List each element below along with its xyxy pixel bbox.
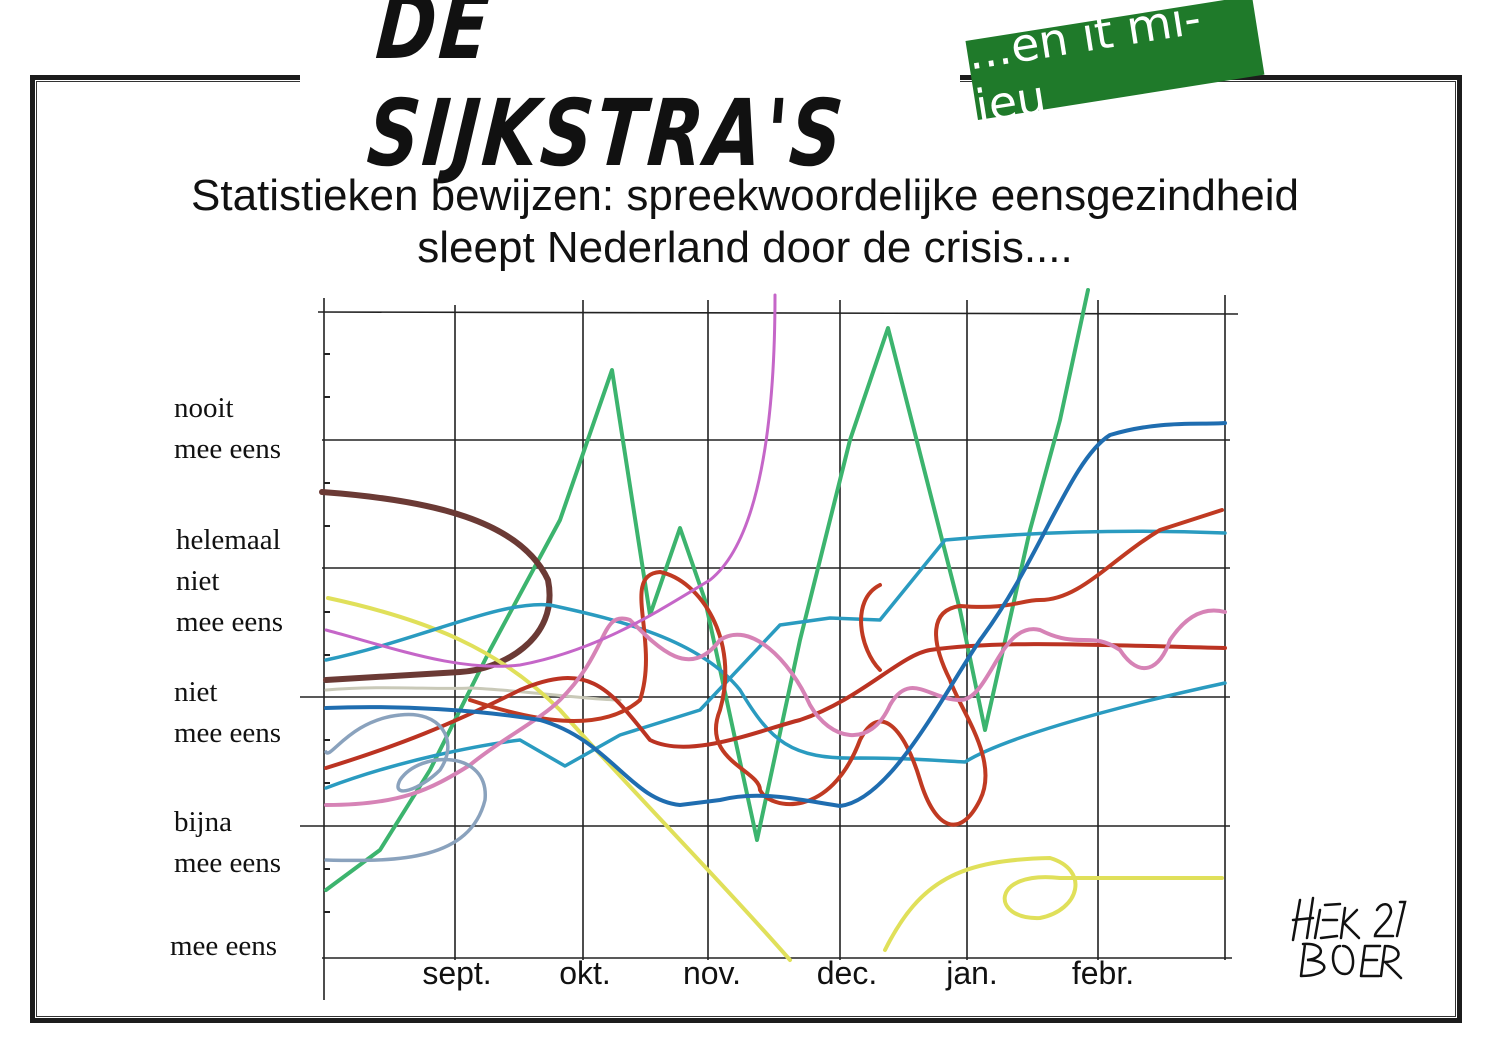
series-line-red bbox=[324, 642, 1227, 770]
headline-line-1: Statistieken bewijzen: spreekwoordelijke… bbox=[191, 171, 1299, 220]
cartoon-frame bbox=[30, 75, 1462, 1023]
series-line-pink bbox=[324, 608, 1227, 807]
x-label-sept: sept. bbox=[422, 955, 492, 991]
series-line-yellow bbox=[326, 596, 1224, 962]
y-label-line: nooit bbox=[174, 392, 234, 424]
masthead-title: DE SIJKSTRA'S bbox=[300, 0, 960, 187]
y-label-line: niet bbox=[176, 565, 220, 597]
x-label-okt: okt. bbox=[559, 955, 611, 991]
artist-signature bbox=[1291, 896, 1407, 980]
series-line-violet bbox=[324, 293, 777, 668]
y-label-line: niet bbox=[174, 676, 218, 708]
headline-line-2: sleept Nederland door de crisis.... bbox=[417, 223, 1073, 272]
x-label-nov: nov. bbox=[682, 955, 742, 991]
y-label-line: mee eens bbox=[174, 433, 282, 465]
y-label-bijna: bijna mee eens bbox=[174, 802, 281, 884]
chart-grid bbox=[300, 295, 1239, 1000]
y-label-line: mee eens bbox=[174, 847, 282, 879]
y-ticks bbox=[324, 353, 330, 913]
y-label-niet: niet mee eens bbox=[174, 672, 281, 754]
headline: Statistieken bewijzen: spreekwoordelijke… bbox=[40, 170, 1450, 274]
y-label-helemaal: helemaal niet mee eens bbox=[176, 520, 283, 643]
y-label-line: mee eens bbox=[176, 606, 284, 638]
series-line-darkred bbox=[468, 508, 1224, 827]
y-label-line: bijna bbox=[174, 806, 232, 838]
series-line-cyan bbox=[324, 602, 1227, 764]
series-line-blue bbox=[324, 421, 1227, 808]
y-label-line: mee eens bbox=[170, 930, 278, 962]
series-line-beige bbox=[324, 686, 622, 702]
y-label-line: helemaal bbox=[176, 524, 281, 556]
series-line-slate bbox=[324, 712, 487, 863]
x-label-dec: dec. bbox=[816, 955, 878, 991]
y-label-nooit: nooit mee eens bbox=[174, 388, 281, 470]
x-label-jan: jan. bbox=[946, 955, 998, 991]
grid-hline bbox=[317, 311, 1239, 315]
y-label-mee-eens: mee eens bbox=[170, 926, 277, 967]
series-line-teal bbox=[324, 529, 1227, 790]
y-label-line: mee eens bbox=[174, 717, 282, 749]
x-label-febr: febr. bbox=[1071, 955, 1135, 991]
